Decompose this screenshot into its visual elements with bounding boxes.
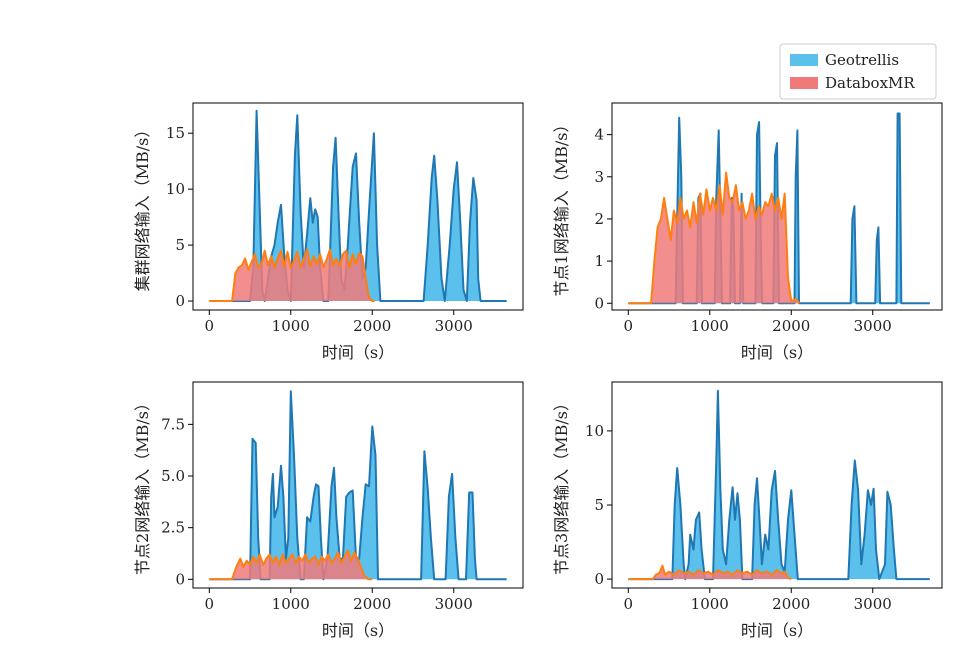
y-tick-label: 3 <box>594 168 604 186</box>
x-tick-label: 2000 <box>353 595 391 613</box>
series-area-databoxmr <box>628 565 792 580</box>
legend-swatch-geotrellis <box>790 54 818 66</box>
chart-panel-4: 0 1000 2000 3000 0 5 10 时间（s） 节点3网络输入（MB/s） <box>552 381 943 640</box>
legend-box <box>779 43 937 100</box>
y-tick-label: 5 <box>175 236 185 254</box>
x-tick-label: 2000 <box>772 595 810 613</box>
y-tick-label: 15 <box>166 124 185 142</box>
y-tick-label: 2 <box>594 210 604 228</box>
y-tick-label: 4 <box>594 126 604 144</box>
y-tick-label: 0 <box>594 294 604 312</box>
chart-panel-1: 0 1000 2000 3000 0 5 10 15 时间（s） 集群网络输入（MB/s） <box>133 102 524 362</box>
plot-area <box>209 109 507 302</box>
x-tick-label: 2000 <box>772 317 810 335</box>
series-area-databoxmr <box>209 550 373 580</box>
plot-area <box>628 389 930 581</box>
x-tick-label: 1000 <box>272 317 310 335</box>
x-tick-label: 1000 <box>691 595 729 613</box>
series-line-databoxmr <box>209 248 375 302</box>
x-tick-label: 1000 <box>272 595 310 613</box>
chart-panel-2: 0 1000 2000 3000 0 1 2 3 4 时间（s） 节点1网络输入（MB/s） <box>552 102 943 362</box>
x-tick-label: 3000 <box>854 595 892 613</box>
series-line-databoxmr <box>209 549 373 581</box>
legend-label-geotrellis: Geotrellis <box>825 51 899 69</box>
series-area-databoxmr <box>628 172 800 304</box>
series-line-geotrellis <box>628 389 930 581</box>
series-area-databoxmr <box>209 249 375 301</box>
axes-frame <box>611 381 943 589</box>
y-tick-label: 0 <box>594 570 604 588</box>
x-tick-label: 1000 <box>691 317 729 335</box>
series-area-geotrellis <box>209 391 507 580</box>
x-axis-label: 时间（s） <box>741 621 813 640</box>
y-tick-label: 2.5 <box>161 519 185 537</box>
series-area-geotrellis <box>628 390 930 580</box>
chart-panel-3: 0 1000 2000 3000 0 2.5 5.0 7.5 时间（s） 节点2网络输入（MB/s… <box>133 381 524 640</box>
x-tick-label: 3000 <box>435 595 473 613</box>
x-tick-label: 2000 <box>353 317 391 335</box>
series-line-databoxmr <box>628 564 792 581</box>
x-axis-label: 时间（s） <box>322 621 394 640</box>
plot-area <box>209 390 507 581</box>
x-axis-label: 时间（s） <box>741 343 813 362</box>
legend-swatch-databoxmr <box>790 77 818 89</box>
x-tick-label: 0 <box>205 317 215 335</box>
x-tick-label: 0 <box>624 317 634 335</box>
series-line-databoxmr <box>628 171 801 305</box>
y-axis-label: 集群网络输入（MB/s） <box>133 122 152 292</box>
axes-frame <box>611 102 943 311</box>
y-axis-label: 节点3网络输入（MB/s） <box>552 395 571 575</box>
y-tick-label: 1 <box>594 252 604 270</box>
x-axis-label: 时间（s） <box>322 343 394 362</box>
y-tick-label: 5.0 <box>161 467 185 485</box>
x-tick-label: 3000 <box>435 317 473 335</box>
y-tick-label: 5 <box>594 496 604 514</box>
x-tick-label: 3000 <box>854 317 892 335</box>
y-tick-label: 0 <box>175 292 185 310</box>
y-tick-label: 10 <box>166 180 185 198</box>
axes-frame <box>192 102 524 311</box>
plot-area <box>628 112 930 305</box>
series-line-geotrellis <box>209 390 507 581</box>
x-tick-label: 0 <box>624 595 634 613</box>
x-tick-label: 0 <box>205 595 215 613</box>
y-axis-label: 节点2网络输入（MB/s） <box>133 395 152 575</box>
legend-label-databoxmr: DataboxMR <box>825 74 915 92</box>
axes-frame <box>192 381 524 589</box>
y-axis-label: 节点1网络输入（MB/s） <box>552 117 571 297</box>
y-tick-label: 0 <box>175 570 185 588</box>
y-tick-label: 7.5 <box>161 415 185 433</box>
legend: Geotrellis DataboxMR <box>779 43 937 100</box>
y-tick-label: 10 <box>585 422 604 440</box>
